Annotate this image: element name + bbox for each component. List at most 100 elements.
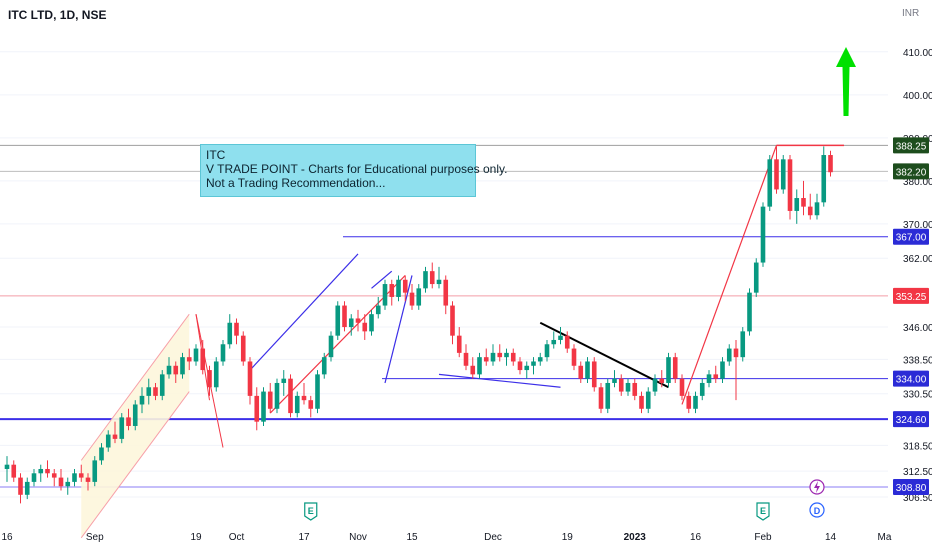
candle-body: [456, 335, 462, 353]
time-tick-label: Feb: [754, 532, 772, 543]
candle-body: [119, 417, 125, 439]
candle-body: [126, 417, 131, 426]
candle-body: [227, 322, 233, 345]
candle-body: [807, 206, 813, 216]
candle-body: [247, 361, 253, 396]
candle-body: [666, 357, 671, 383]
candle-body: [180, 357, 185, 375]
candle-body: [740, 331, 746, 358]
candle-body: [45, 468, 50, 474]
candle-body: [342, 305, 347, 328]
up-trendline: [249, 253, 359, 371]
candle-body: [423, 271, 428, 289]
channel-lower: [80, 391, 190, 539]
candle-body: [92, 460, 98, 482]
candle-body: [443, 279, 449, 306]
price-axis: 410.00400.00390.00380.00370.00362.00346.…: [893, 48, 932, 504]
time-tick-label: Ma: [878, 532, 892, 543]
price-badge-label: 382.20: [896, 167, 927, 178]
candle-body: [713, 374, 719, 379]
candle-body: [801, 198, 806, 207]
candle-body: [672, 357, 678, 379]
candle-body: [585, 361, 590, 379]
candle-body: [78, 473, 84, 478]
candle-body: [470, 365, 476, 375]
candle-body: [774, 159, 779, 190]
price-badge-label: 308.80: [896, 483, 927, 494]
candle-body: [598, 387, 604, 409]
time-tick-label: Nov: [349, 532, 367, 543]
price-tick-label: 410.00: [903, 48, 932, 59]
candle-body: [544, 344, 550, 358]
time-tick-label: 17: [298, 532, 310, 543]
price-badge: [893, 137, 929, 154]
candle-body: [186, 357, 192, 362]
candle-body: [105, 434, 111, 448]
candle-body: [58, 477, 64, 487]
candle-body: [281, 378, 287, 383]
candle-body: [85, 477, 91, 482]
candle-body: [112, 434, 118, 439]
candle-body: [760, 206, 766, 263]
up-arrow-icon: [836, 47, 856, 116]
time-tick-label: 19: [190, 532, 202, 543]
candle-body: [51, 473, 57, 478]
candle-body: [612, 378, 617, 383]
time-tick-label: 14: [825, 532, 837, 543]
candle-body: [65, 481, 71, 487]
event-marker-label: E: [760, 506, 766, 516]
time-axis: 16 Sep 19 Oct 17 Nov 15 Dec 19 2023 16 Feb 14 Ma: [1, 532, 891, 543]
candle-body: [794, 198, 800, 211]
price-tick-label: 370.00: [903, 220, 932, 231]
time-tick-label: 16: [690, 532, 702, 543]
candle-body: [38, 468, 44, 474]
candle-body: [578, 365, 584, 379]
trendlines: [80, 144, 844, 539]
candle-body: [294, 395, 300, 414]
annotation-note[interactable]: ITC V TRADE POINT - Charts for Education…: [200, 144, 507, 197]
candle-body: [18, 477, 23, 495]
candle-body: [416, 288, 422, 306]
candle-body: [564, 335, 570, 349]
candle-body: [625, 382, 631, 392]
candle-body: [706, 374, 712, 383]
candle-body: [220, 344, 226, 362]
candle-body: [591, 361, 597, 388]
candle-body: [463, 352, 469, 366]
candle-body: [193, 348, 199, 362]
candle-body: [207, 370, 212, 388]
price-tick-label: 380.00: [903, 177, 932, 188]
time-tick-label: 15: [406, 532, 418, 543]
candle-body: [490, 352, 496, 362]
candle-body: [767, 159, 773, 207]
note-line-3: Not a Trading Recommendation...: [206, 176, 386, 190]
candle-body: [409, 292, 415, 306]
candle-body: [213, 361, 219, 388]
candle-body: [814, 202, 820, 216]
candle-body: [821, 155, 827, 203]
candle-body: [659, 378, 665, 383]
price-tick-label: 338.50: [903, 355, 932, 366]
candle-body: [153, 387, 158, 396]
candle-body: [699, 382, 705, 396]
candle-body: [4, 464, 10, 469]
candle-body: [375, 305, 381, 315]
candle-body: [396, 279, 401, 297]
candle-body: [537, 357, 543, 362]
candle-body: [787, 159, 793, 211]
candle-body: [159, 374, 165, 396]
time-tick-label: 19: [562, 532, 574, 543]
price-badge-label: 367.00: [896, 233, 927, 244]
earnings-marker: [756, 502, 770, 521]
candle-body: [382, 284, 388, 306]
candle-body: [132, 404, 138, 426]
earnings-marker: [304, 502, 318, 521]
candle-body: [267, 391, 273, 409]
candle-body: [726, 348, 732, 362]
candle-body: [605, 382, 611, 409]
price-badge: [893, 287, 929, 304]
price-badge-label: 324.60: [896, 415, 927, 426]
candle-body: [369, 314, 374, 332]
candle-body: [551, 339, 557, 345]
